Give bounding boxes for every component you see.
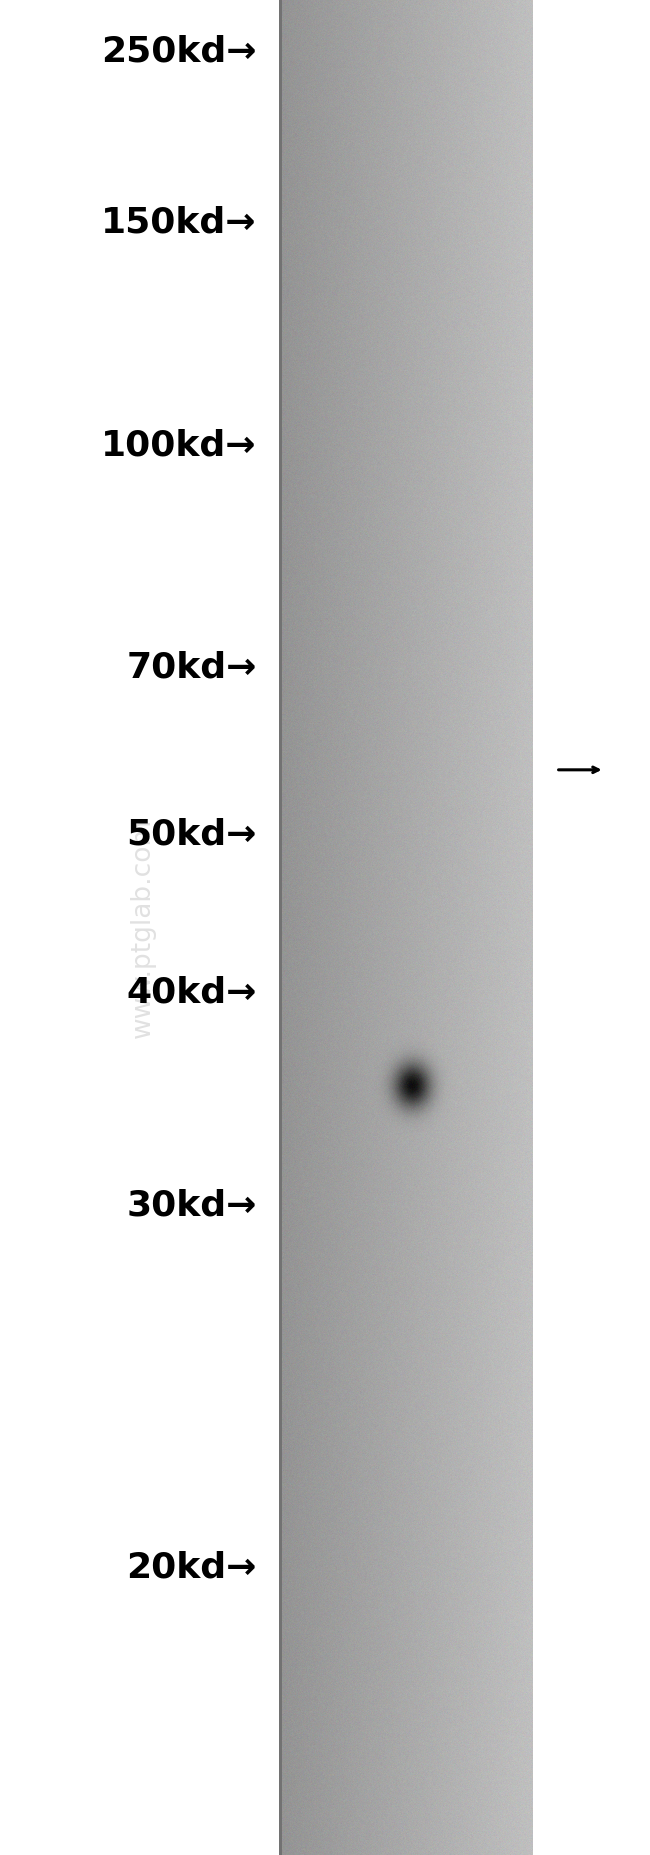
Text: 30kd→: 30kd→ xyxy=(126,1189,257,1222)
Text: 250kd→: 250kd→ xyxy=(101,35,257,69)
Text: 50kd→: 50kd→ xyxy=(126,818,257,851)
Text: 150kd→: 150kd→ xyxy=(101,206,257,239)
Text: 100kd→: 100kd→ xyxy=(101,429,257,462)
Text: www.ptglab.com: www.ptglab.com xyxy=(130,818,156,1037)
Text: 70kd→: 70kd→ xyxy=(126,651,257,684)
Text: 20kd→: 20kd→ xyxy=(126,1551,257,1584)
Text: 40kd→: 40kd→ xyxy=(126,976,257,1009)
